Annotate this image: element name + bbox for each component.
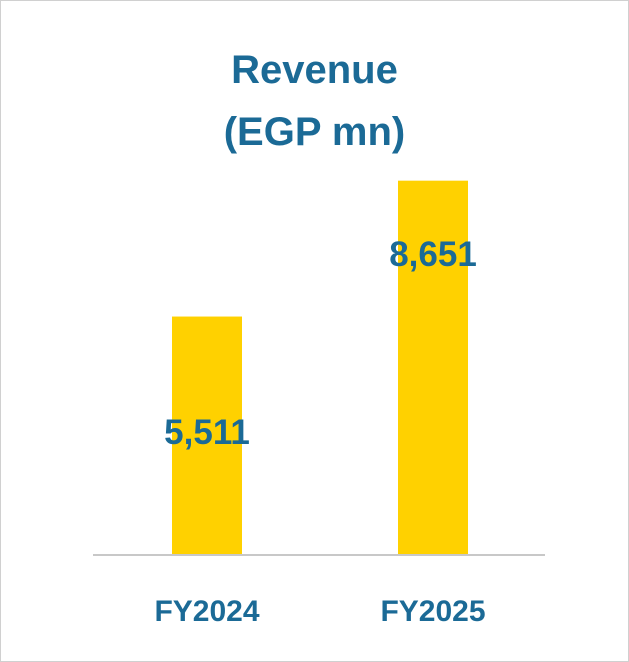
labels-layer: 5,511 FY2024 8,651 FY2025 [154,235,485,628]
bar-fy2024 [172,316,242,555]
data-label-fy2025: 8,651 [389,235,477,274]
data-label-fy2024: 5,511 [164,413,250,452]
x-tick-label-fy2024: FY2024 [154,595,259,628]
bars-layer [172,180,468,555]
chart-title-line-2: (EGP mn) [223,110,406,154]
x-tick-label-fy2025: FY2025 [380,595,485,628]
chart-title-line-1: Revenue [231,48,398,92]
bar-fy2025 [398,180,468,555]
